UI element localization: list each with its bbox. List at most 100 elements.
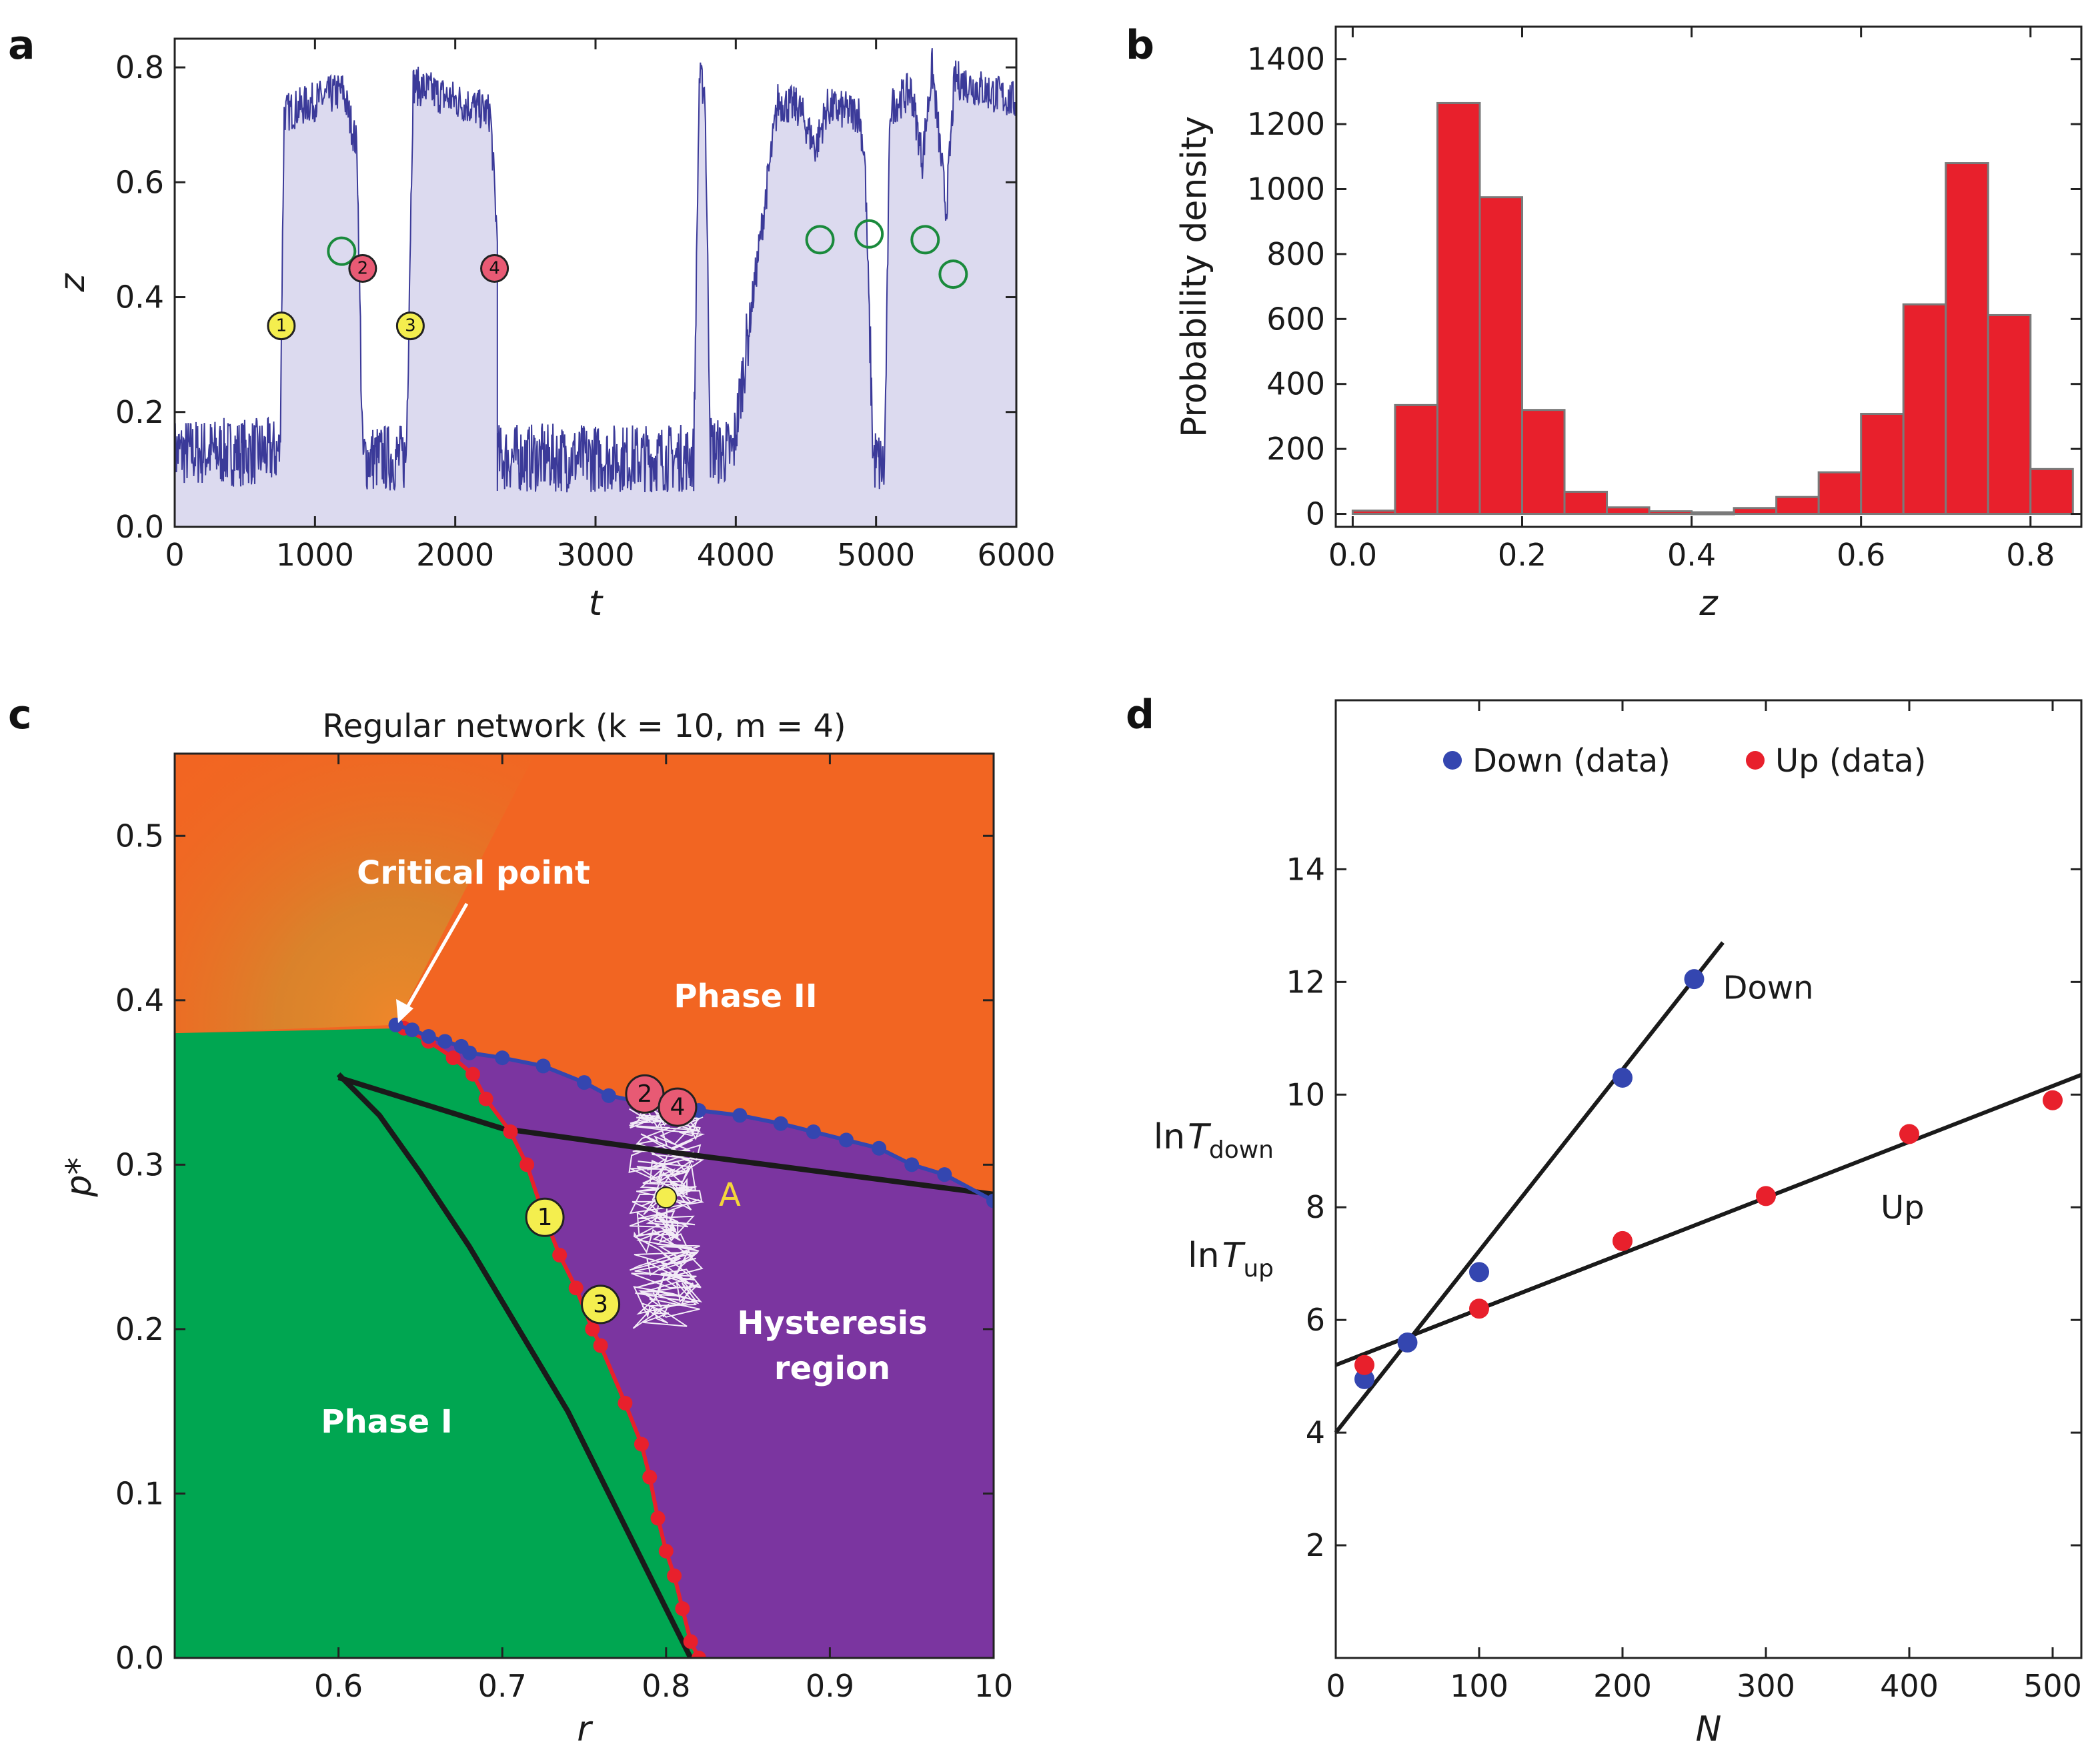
- y-tick-label: 4: [1306, 1415, 1325, 1451]
- y-tick-label: 0.0: [115, 509, 164, 545]
- x-tick-label: 200: [1593, 1668, 1652, 1704]
- hysteresis-label-line-1: Hysteresis: [737, 1304, 927, 1342]
- y-tick-label: 0.8: [115, 49, 164, 85]
- y-tick-label: 6: [1306, 1302, 1325, 1338]
- data-point-down: [1469, 1262, 1489, 1282]
- upper-spinodal-point: [732, 1108, 748, 1123]
- lower-spinodal-point: [585, 1321, 600, 1337]
- histogram-bar: [1394, 403, 1438, 516]
- x-tick-label: 2000: [416, 537, 494, 573]
- panel-c-title: Regular network (k = 10, m = 4): [322, 708, 846, 745]
- lower-spinodal-point: [445, 1050, 461, 1066]
- histogram-bar: [1606, 506, 1651, 516]
- histogram-bar: [1945, 162, 1989, 516]
- histogram-bar: [1521, 409, 1566, 516]
- trace-group: [175, 48, 1016, 527]
- panel-labels: a b c d: [8, 22, 1154, 738]
- y-tick-label: 0.2: [115, 1311, 164, 1347]
- lower-spinodal-point: [691, 1651, 706, 1658]
- histogram-bar: [1902, 303, 1947, 516]
- x-axis-label: r: [577, 1709, 594, 1749]
- marker-point: [655, 1186, 678, 1209]
- y-tick-label: 10: [1286, 1076, 1325, 1112]
- lower-spinodal-point: [658, 1543, 674, 1559]
- y-tick-label: 8: [1306, 1189, 1325, 1225]
- data-point-down: [1397, 1332, 1418, 1353]
- x-axis-label: z: [1699, 584, 1719, 624]
- x-tick-label: 0.0: [1328, 537, 1377, 573]
- x-tick-label: 0.6: [1837, 537, 1885, 573]
- y-tick-label: 0: [1306, 496, 1325, 532]
- histogram-bar: [1691, 511, 1735, 516]
- legend-marker-down: [1443, 751, 1462, 770]
- y-tick-label: 200: [1266, 431, 1325, 467]
- y-axis-label: Probability density: [1174, 116, 1214, 437]
- marker-label: 4: [489, 258, 500, 278]
- x-tick-label: 0.7: [478, 1668, 527, 1704]
- plot-frame: [173, 752, 995, 1659]
- y-tick-label: 0.0: [115, 1640, 164, 1676]
- trace-fill: [175, 48, 1016, 527]
- x-tick-label: 3000: [556, 537, 634, 573]
- lower-spinodal-point: [552, 1247, 568, 1262]
- upper-spinodal-point: [773, 1116, 788, 1131]
- marker-yellow: [581, 1284, 621, 1325]
- x-tick-label: 5000: [837, 537, 915, 573]
- panel-d: Down Up Down (data) Up (data) 0 100 200 300 400 5…: [1154, 699, 2083, 1749]
- upper-spinodal-point: [536, 1058, 551, 1074]
- marker-label: 3: [405, 316, 416, 336]
- marker-yellow: [267, 311, 296, 341]
- panel-label-d: d: [1126, 692, 1154, 738]
- data-point-up: [1899, 1124, 1919, 1144]
- histogram-bar: [1563, 490, 1609, 516]
- fit-label-down: Down: [1723, 970, 1814, 1007]
- y-tick-label: 12: [1286, 964, 1325, 1000]
- x-tick-label: 0.8: [2006, 537, 2055, 573]
- x-tick-label: 6000: [977, 537, 1055, 573]
- data-point-up: [1756, 1186, 1776, 1206]
- histogram-bar: [1351, 510, 1396, 516]
- y-axis-label-down: lnTdown: [1154, 1117, 1274, 1164]
- lower-spinodal-point: [667, 1568, 682, 1583]
- x-tick-label: 0.8: [642, 1668, 690, 1704]
- lower-spinodal-point: [503, 1124, 518, 1140]
- upper-spinodal-point: [495, 1050, 510, 1066]
- lower-spinodal-point: [519, 1157, 535, 1172]
- panel-label-a: a: [8, 22, 35, 69]
- upper-spinodal-point: [838, 1132, 854, 1148]
- phase-2-label: Phase II: [674, 978, 817, 1015]
- x-tick-label: 400: [1880, 1668, 1939, 1704]
- marker-yellow: [525, 1197, 565, 1237]
- hysteresis-label-line-2: region: [774, 1350, 890, 1387]
- y-tick-label: 0.2: [115, 394, 164, 430]
- panel-label-b: b: [1126, 22, 1154, 69]
- legend-marker-up: [1746, 751, 1765, 770]
- y-tick-label: 0.4: [115, 279, 164, 315]
- plot-frame: [1334, 699, 2083, 1659]
- y-tick-label: 2: [1306, 1527, 1325, 1563]
- marker-red: [658, 1087, 698, 1127]
- marker-ring: [854, 219, 884, 249]
- marker-label: 1: [276, 316, 287, 336]
- y-tick-label: 800: [1266, 236, 1325, 272]
- upper-spinodal-point: [462, 1045, 477, 1060]
- y-axis-label-up: lnTup: [1188, 1236, 1274, 1282]
- upper-spinodal-point: [601, 1088, 616, 1103]
- data-point-down: [1684, 969, 1705, 990]
- x-tick-label: 0: [1326, 1668, 1345, 1704]
- y-tick-label: 0.5: [115, 818, 164, 854]
- y-tick-label: 14: [1286, 851, 1325, 887]
- marker-ring: [805, 225, 835, 255]
- marker-ring: [938, 259, 968, 289]
- legend-label-down: Down (data): [1472, 742, 1671, 780]
- y-tick-label: 0.6: [115, 164, 164, 200]
- hysteresis-region: [395, 1024, 994, 1658]
- upper-spinodal-point: [577, 1075, 592, 1090]
- x-tick-label: 300: [1737, 1668, 1795, 1704]
- lower-spinodal-point: [618, 1395, 633, 1411]
- data-point-down: [1613, 1067, 1633, 1088]
- panel-label-c: c: [8, 692, 32, 738]
- trace-line: [175, 48, 1016, 493]
- marker-yellow: [395, 311, 425, 341]
